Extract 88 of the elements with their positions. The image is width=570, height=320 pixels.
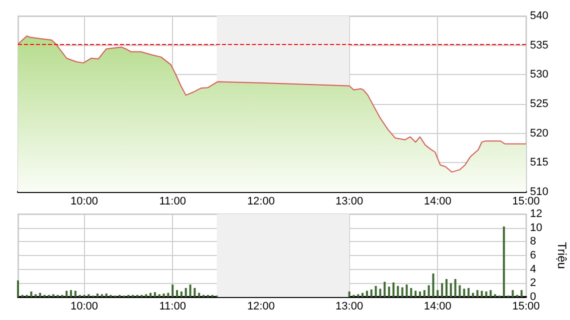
bar [176,290,178,297]
bar [30,291,32,297]
bar [370,289,372,297]
x-tick-label: 14:00 [424,300,452,312]
bar [34,294,37,297]
bar [494,294,496,297]
bar [476,290,478,297]
x-tick-label: 14:00 [424,196,452,208]
x-tick-label: 15:00 [512,196,540,208]
x-tick-label: 15:00 [512,300,540,312]
bar [96,294,99,297]
y-tick-label: 6 [530,250,536,262]
bar [480,290,483,297]
bar [167,292,170,297]
bar [17,280,19,297]
bar [194,288,196,297]
y-axis-title: Triệu [555,242,569,269]
bar [401,287,404,297]
bar [472,292,474,297]
x-tick-label: 11:00 [159,196,186,208]
bar [441,283,444,297]
bar [458,285,461,297]
bar [396,286,399,297]
bar [357,294,360,297]
y-tick-label: 520 [530,127,548,140]
bar [70,290,72,297]
bar [189,284,192,297]
bar [105,294,108,297]
y-tick-label: 2 [530,277,536,290]
bar [388,286,390,297]
bar [66,290,68,297]
bar [100,294,103,297]
x-tick-label: 12:00 [247,196,275,208]
bar [428,285,430,297]
bar [150,292,152,297]
bar [414,290,417,297]
bar [468,288,470,297]
y-tick-label: 515 [530,156,548,169]
bar [88,294,90,297]
y-tick-label: 535 [530,39,548,52]
bar [74,290,76,297]
y-tick-label: 10 [530,222,542,234]
x-tick-label: 11:00 [159,300,186,312]
bar [463,288,466,297]
bar [39,292,42,297]
y-tick-label: 540 [530,10,548,22]
y-tick-label: 530 [530,68,548,81]
bar [392,282,394,297]
bar [432,273,434,297]
bar [154,292,156,297]
bar [445,279,448,297]
bar [520,290,523,297]
x-tick-label: 13:00 [336,196,364,208]
bar [485,291,488,297]
bar [366,290,368,297]
bar [436,290,439,297]
bar [454,279,456,297]
bar [418,291,421,297]
y-tick-label: 4 [530,263,536,276]
bar [348,291,350,297]
y-tick-label: 0 [530,291,536,303]
bar [423,290,426,297]
x-tick-label: 10:00 [70,196,98,208]
x-tick-label: 10:00 [70,300,98,312]
y-tick-label: 12 [530,208,542,220]
bar [158,294,160,297]
bar [490,290,492,297]
bar [512,290,514,297]
bar [410,288,412,297]
bar [384,282,386,297]
bar [450,283,452,297]
x-tick-label: 13:00 [336,300,364,312]
y-tick-label: 510 [530,186,548,198]
bar [362,292,364,297]
bar [162,294,165,297]
y-tick-label: 8 [530,236,536,248]
bar [52,294,54,297]
bar [379,288,382,297]
y-tick-label: 525 [530,98,548,110]
bar [406,284,408,297]
bar [502,226,505,297]
bar [180,291,182,297]
bar [172,284,174,297]
bar [198,292,200,297]
x-tick-label: 12:00 [247,300,275,312]
bar [145,294,148,297]
bar [184,288,187,297]
bar [374,286,377,297]
